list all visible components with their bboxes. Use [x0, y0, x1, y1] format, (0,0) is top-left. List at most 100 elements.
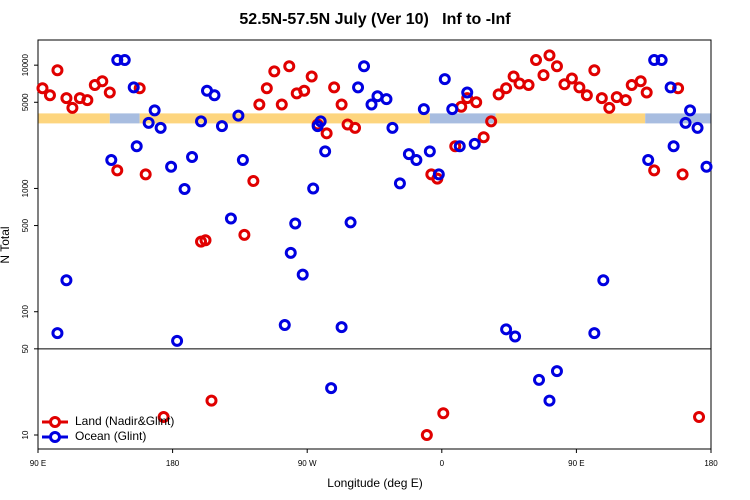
point	[679, 116, 692, 129]
point	[96, 75, 109, 88]
point	[664, 81, 677, 94]
point	[537, 69, 550, 82]
point	[320, 127, 333, 140]
point	[573, 81, 586, 94]
legend-marker	[49, 416, 61, 428]
point	[530, 54, 543, 67]
point	[588, 327, 601, 340]
x-tick-label: 90 W	[298, 459, 317, 468]
point	[81, 94, 94, 107]
point	[178, 182, 191, 195]
point	[103, 86, 116, 99]
point	[533, 373, 546, 386]
band-segment	[38, 113, 110, 124]
point	[565, 72, 578, 85]
point	[417, 103, 430, 116]
point	[485, 115, 498, 128]
point	[500, 323, 513, 336]
point	[335, 98, 348, 111]
point	[105, 154, 118, 167]
point	[133, 82, 146, 95]
band-segment	[495, 113, 646, 124]
point	[60, 274, 73, 287]
point	[492, 88, 505, 101]
point	[283, 60, 296, 73]
point	[700, 160, 713, 173]
point	[298, 84, 311, 97]
point	[667, 140, 680, 153]
point	[154, 121, 167, 134]
point	[260, 82, 273, 95]
point	[224, 212, 237, 225]
band-segment	[645, 113, 711, 124]
point	[253, 98, 266, 111]
x-axis-label: Longitude (deg E)	[327, 476, 422, 490]
point	[461, 92, 474, 105]
point	[543, 394, 556, 407]
point	[386, 121, 399, 134]
point	[420, 429, 433, 442]
point	[446, 103, 459, 116]
chart-title: 52.5N-57.5N July (Ver 10) Inf to -Inf	[239, 11, 511, 28]
point	[642, 154, 655, 167]
point	[648, 164, 661, 177]
point	[423, 145, 436, 158]
point	[130, 140, 143, 153]
y-tick-label: 10	[21, 430, 30, 439]
point	[619, 94, 632, 107]
point	[314, 115, 327, 128]
point	[236, 154, 249, 167]
plot-frame	[37, 39, 712, 450]
point	[278, 319, 291, 332]
point	[51, 327, 64, 340]
point	[513, 77, 526, 90]
legend-marker	[49, 431, 61, 443]
point	[358, 60, 371, 73]
point	[296, 268, 309, 281]
point	[328, 81, 341, 94]
y-tick-label: 10000	[21, 53, 30, 76]
point	[208, 89, 221, 102]
y-tick-label: 1000	[21, 179, 30, 197]
band-segment	[109, 113, 140, 124]
y-tick-label: 50	[21, 344, 30, 353]
x-tick-label: 90 E	[568, 459, 584, 468]
point	[634, 75, 647, 88]
x-tick-label: 90 E	[30, 459, 46, 468]
x-tick-label: 0	[440, 459, 445, 468]
point	[449, 140, 462, 153]
point	[477, 131, 490, 144]
point	[595, 92, 608, 105]
point	[247, 174, 260, 187]
point	[684, 104, 697, 117]
point	[603, 101, 616, 114]
point	[402, 148, 415, 161]
point	[655, 54, 668, 67]
point	[36, 82, 49, 95]
point	[307, 182, 320, 195]
point	[171, 334, 184, 347]
point	[558, 78, 571, 91]
point	[438, 73, 451, 86]
point	[432, 168, 445, 181]
point	[453, 140, 466, 153]
point	[157, 410, 170, 423]
y-tick-label: 500	[21, 218, 30, 232]
point	[500, 82, 513, 95]
point	[676, 168, 689, 181]
x-tick-label: 180	[704, 459, 718, 468]
point	[238, 228, 251, 241]
point	[437, 407, 450, 420]
point	[597, 274, 610, 287]
legend-label: Ocean (Glint)	[75, 429, 146, 443]
band-segment	[139, 113, 430, 124]
point	[509, 330, 522, 343]
point	[550, 365, 563, 378]
point	[344, 216, 357, 229]
point	[335, 321, 348, 334]
point	[648, 54, 661, 67]
point	[640, 86, 653, 99]
point	[111, 54, 124, 67]
point	[352, 81, 365, 94]
